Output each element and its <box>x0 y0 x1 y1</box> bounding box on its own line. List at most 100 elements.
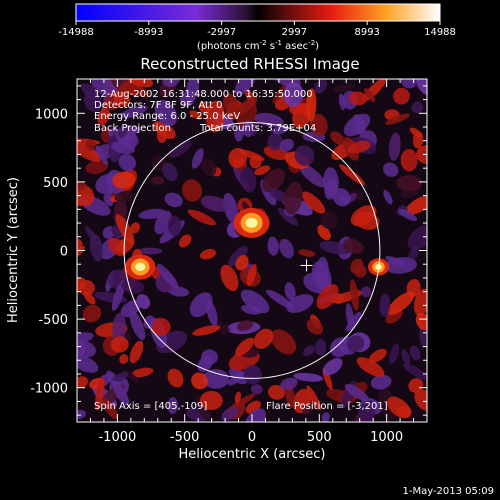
heatmap-cell <box>344 384 369 402</box>
heatmap-cell <box>112 372 129 382</box>
heatmap-cell <box>266 289 294 309</box>
heatmap-cell <box>200 195 229 212</box>
heatmap-cell <box>169 140 192 159</box>
heatmap-cell <box>235 254 249 271</box>
x-tick-label: 1000 <box>370 430 403 445</box>
heatmap-cell <box>191 372 208 390</box>
heatmap-cell <box>279 238 294 259</box>
heatmap-cell <box>121 278 145 294</box>
heatmap-cell <box>153 121 176 139</box>
annotation-energy-range: Energy Range: 6.0 - 25.0 keV <box>94 111 240 122</box>
heatmap-cell <box>363 88 376 103</box>
heatmap-cell <box>120 105 148 119</box>
heatmap-cell <box>83 291 96 305</box>
heatmap-cell <box>129 310 146 341</box>
heatmap-cell <box>243 365 262 385</box>
heatmap-cell <box>283 82 304 107</box>
heatmap-cell <box>143 315 155 329</box>
heatmap-cell <box>383 162 399 177</box>
heatmap-cell <box>206 300 218 326</box>
heatmap-cell <box>95 145 108 165</box>
annotation-time-range: 12-Aug-2002 16:31:48.000 to 16:35:50.000 <box>94 89 313 100</box>
heatmap-cell <box>246 263 257 286</box>
heatmap-cell <box>114 190 134 203</box>
heatmap-cell <box>102 398 119 420</box>
y-axis-label: Heliocentric Y (arcsec) <box>6 177 21 323</box>
heatmap-cell <box>393 87 410 105</box>
annotation-flare-position: Flare Position = [-3,201] <box>266 401 388 412</box>
heatmap-cell <box>130 222 141 234</box>
heatmap-image <box>77 79 427 422</box>
heatmap-cell <box>179 234 192 248</box>
heatmap-cell <box>293 372 324 382</box>
heatmap-cell <box>235 337 255 357</box>
heatmap-cell <box>409 345 421 361</box>
heatmap-cell <box>154 99 178 127</box>
heatmap-cell <box>228 245 248 267</box>
heatmap-cell <box>220 264 239 292</box>
heatmap-cell <box>228 367 248 385</box>
heatmap-cell <box>254 165 271 176</box>
y-tick-label: 1000 <box>35 107 68 122</box>
heatmap-cell <box>205 100 225 133</box>
heatmap-cell <box>352 114 366 135</box>
heatmap-cell <box>321 412 330 422</box>
heatmap-cell <box>167 286 190 297</box>
chart-title: Reconstructed RHESSI Image <box>140 55 359 73</box>
heatmap-cell <box>111 280 126 311</box>
heatmap-cell <box>270 329 297 355</box>
y-tick-label: 0 <box>60 245 68 260</box>
heatmap-cell <box>267 385 286 400</box>
heatmap-cell <box>118 153 136 171</box>
heatmap-cell <box>414 389 427 411</box>
heatmap-cell <box>250 384 263 395</box>
heatmap-cell <box>310 113 328 136</box>
heatmap-cell <box>115 214 135 244</box>
heatmap-cell <box>201 349 219 365</box>
heatmap-cell <box>383 189 393 205</box>
source-core <box>245 217 258 228</box>
colorbar-tick-label-1: -8993 <box>134 27 163 38</box>
heatmap-cell <box>110 336 129 353</box>
heatmap-cell <box>77 409 87 420</box>
heatmap-cell <box>151 317 171 336</box>
x-axis-label: Heliocentric X (arcsec) <box>179 447 326 462</box>
heatmap-cell <box>409 127 423 138</box>
heatmap-cell <box>202 369 230 389</box>
heatmap-cell <box>194 395 211 420</box>
heatmap-cell <box>301 191 326 214</box>
heatmap-cell <box>294 145 315 166</box>
heatmap-cell <box>95 377 105 411</box>
heatmap-cell <box>350 258 364 274</box>
heatmap-cell <box>77 277 86 292</box>
heatmap-cell <box>236 319 254 331</box>
heatmap-cell <box>191 148 204 169</box>
heatmap-cell <box>84 91 103 112</box>
heatmap-cell <box>85 139 96 151</box>
heatmap-cell <box>342 238 364 254</box>
colorbar-tick-label-5: 14988 <box>424 27 456 38</box>
source-core <box>135 262 146 272</box>
spin-axis-marker <box>300 259 313 272</box>
heatmap-cell <box>306 385 322 411</box>
colorbar-tick-label-3: 2997 <box>282 27 307 38</box>
heatmap-cell <box>379 293 391 317</box>
heatmap-cell <box>110 141 136 154</box>
heatmap-cell <box>272 125 289 135</box>
heatmap-cell <box>350 205 377 227</box>
heatmap-cell <box>89 233 103 262</box>
heatmap-cell <box>298 249 316 257</box>
heatmap-cell <box>403 363 427 381</box>
heatmap-cell <box>249 155 262 169</box>
heatmap-cell <box>283 181 303 215</box>
solar-limb <box>123 122 381 379</box>
axis-ticks <box>77 79 427 422</box>
y-tick-label: -500 <box>38 313 68 328</box>
heatmap-cell <box>125 126 141 135</box>
colorbar-tick-label-2: -2997 <box>207 27 236 38</box>
heatmap-cell <box>112 312 127 344</box>
heatmap-cell <box>280 377 298 391</box>
heatmap-cell <box>302 402 315 415</box>
heatmap-cell <box>157 263 179 289</box>
heatmap-cell <box>179 91 195 107</box>
